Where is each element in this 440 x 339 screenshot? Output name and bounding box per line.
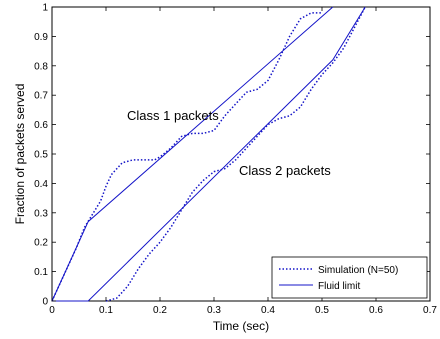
y-tick-label: 0.1 [34,267,48,278]
y-tick-label: 0.9 [34,32,48,43]
plot-area [51,6,431,302]
legend-box [271,256,428,299]
legend-label-fluid: Fluid limit [318,281,360,292]
legend-label-simulation: Simulation (N=50) [318,265,398,276]
class2-simulation-line [105,6,366,302]
y-tick-label: 0 [42,297,48,308]
y-tick-label: 0.2 [34,238,48,249]
y-tick-label: 0.8 [34,61,48,72]
y-axis-label: Fraction of packets served [13,84,27,225]
x-tick-label: 0.7 [423,305,437,316]
x-axis-label: Time (sec) [213,319,269,333]
x-tick-label: 0.2 [153,305,167,316]
class2-fluid-limit-line [52,6,366,302]
x-tick-label: 0.5 [315,305,329,316]
x-tick-label: 0.1 [99,305,113,316]
y-tick-label: 0.5 [34,150,48,161]
y-tick-label: 0.4 [34,179,48,190]
y-tick-label: 0.6 [34,120,48,131]
x-tick-label: 0.4 [261,305,275,316]
x-tick-label: 0.6 [369,305,383,316]
ticks-layer: 0 0.1 0.2 0.3 0.4 0.5 0.6 0.7 0 0.1 0.2 0.3 0.4 0.5 0.… [34,3,437,317]
annotation-class1: Class 1 packets [127,108,219,123]
x-tick-label: 0.3 [207,305,221,316]
y-tick-label: 1 [42,3,48,14]
annotation-class2: Class 2 packets [239,163,331,178]
x-tick-label: 0 [49,305,55,316]
series-layer [51,6,366,302]
legend: Simulation (N=50) Fluid limit [271,256,428,299]
y-tick-label: 0.7 [34,91,48,102]
y-tick-label: 0.3 [34,208,48,219]
